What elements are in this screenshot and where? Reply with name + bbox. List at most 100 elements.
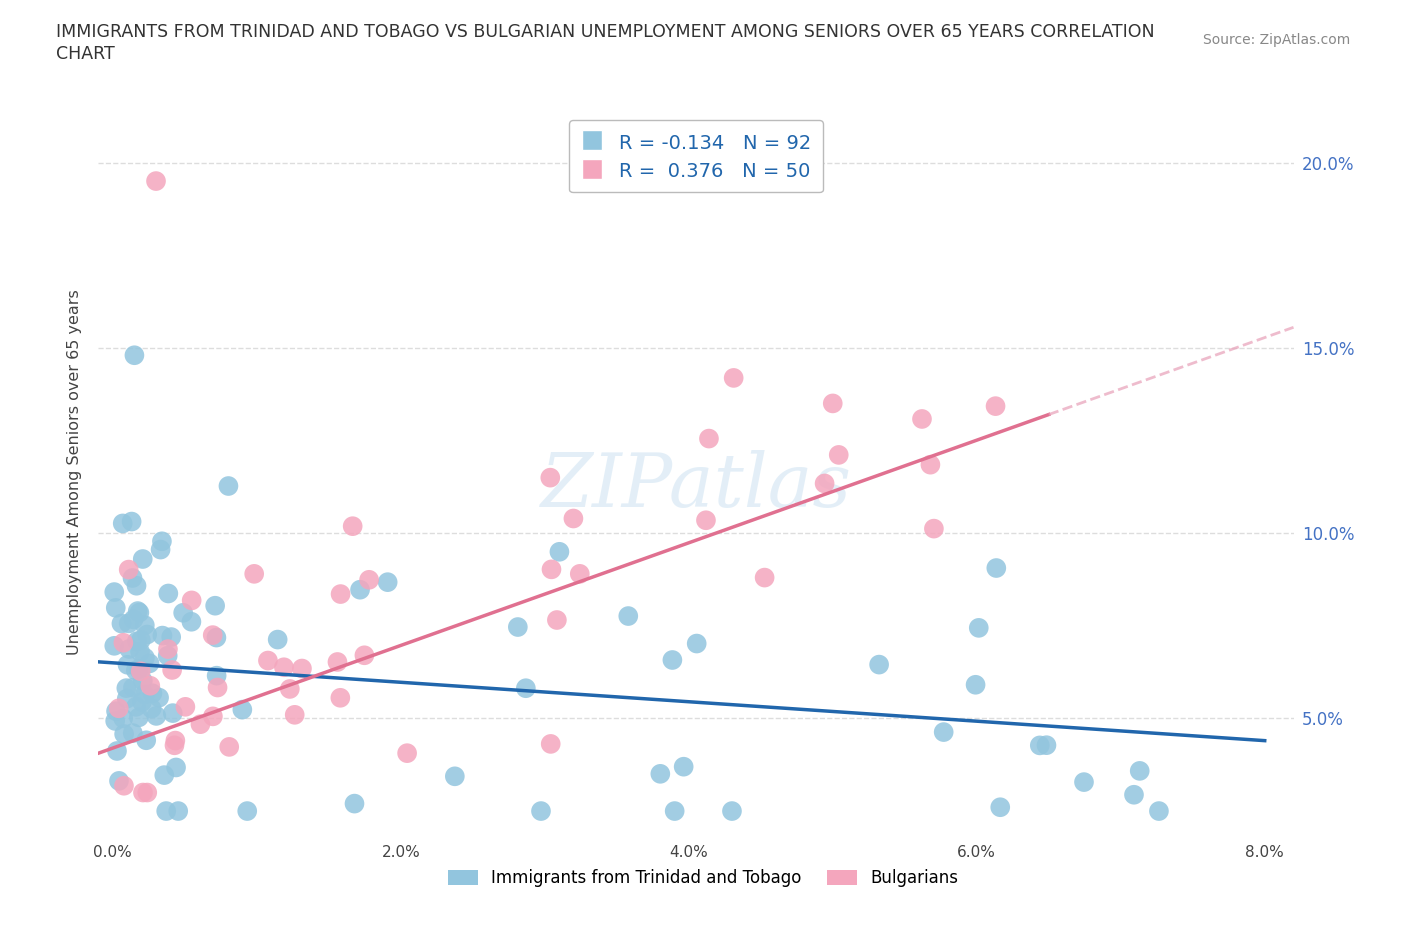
Point (128, 710, 150, 724)
Point (112, 726, 135, 741)
Point (546, 613, 568, 628)
Point (118, 616, 141, 631)
Point (1035, 737, 1057, 752)
Point (180, 593, 202, 608)
Point (342, 519, 364, 534)
Point (988, 800, 1011, 815)
Point (103, 585, 125, 600)
Point (112, 635, 135, 650)
Point (115, 691, 138, 706)
Point (828, 447, 851, 462)
Point (1123, 788, 1146, 803)
Point (118, 642, 141, 657)
Point (540, 562, 562, 577)
Point (650, 766, 672, 781)
Point (132, 551, 155, 566)
Y-axis label: Unemployment Among Seniors over 65 years: Unemployment Among Seniors over 65 years (67, 289, 83, 655)
Point (125, 578, 148, 593)
Point (149, 542, 172, 557)
Point (172, 605, 194, 620)
Point (204, 598, 226, 613)
Point (1147, 804, 1170, 818)
Point (121, 725, 143, 740)
Point (156, 648, 179, 663)
Point (932, 724, 955, 739)
Point (110, 616, 132, 631)
Point (506, 619, 529, 634)
Point (145, 174, 167, 189)
Point (117, 658, 139, 672)
Point (103, 638, 125, 653)
Point (377, 575, 399, 590)
Point (821, 396, 844, 411)
Point (115, 681, 138, 696)
Point (122, 612, 145, 627)
Point (104, 713, 127, 728)
Point (125, 663, 148, 678)
Point (132, 673, 155, 688)
Point (157, 586, 180, 601)
Point (121, 514, 143, 529)
Point (150, 534, 173, 549)
Point (135, 733, 157, 748)
Point (112, 711, 135, 725)
Point (134, 687, 156, 702)
Point (129, 664, 152, 679)
Point (180, 615, 202, 630)
Point (105, 704, 128, 719)
Point (108, 774, 131, 789)
Point (353, 648, 375, 663)
Point (1029, 737, 1052, 752)
Point (329, 690, 352, 705)
Point (139, 678, 162, 693)
Legend: Immigrants from Trinidad and Tobago, Bulgarians: Immigrants from Trinidad and Tobago, Bul… (441, 862, 965, 894)
Point (134, 618, 156, 632)
Point (174, 699, 197, 714)
Point (548, 544, 571, 559)
Point (217, 479, 239, 494)
Point (132, 785, 155, 800)
Point (359, 572, 381, 587)
Text: Source: ZipAtlas.com: Source: ZipAtlas.com (1202, 33, 1350, 46)
Text: ZIPatlas: ZIPatlas (540, 450, 852, 523)
Point (207, 680, 229, 695)
Point (121, 571, 143, 586)
Point (291, 661, 314, 676)
Point (141, 685, 163, 700)
Point (131, 695, 153, 710)
Point (661, 653, 683, 668)
Point (165, 760, 187, 775)
Point (136, 627, 159, 642)
Point (920, 458, 942, 472)
Point (284, 708, 307, 723)
Point (243, 566, 266, 581)
Point (129, 644, 152, 659)
Point (141, 701, 163, 716)
Point (257, 653, 280, 668)
Point (156, 642, 179, 657)
Point (104, 601, 127, 616)
Point (125, 634, 148, 649)
Point (201, 628, 224, 643)
Point (129, 632, 152, 647)
Point (160, 662, 183, 677)
Legend: R = -0.134   N = 92, R =  0.376   N = 50: R = -0.134 N = 92, R = 0.376 N = 50 (569, 120, 823, 193)
Point (218, 739, 240, 754)
Point (813, 476, 835, 491)
Point (153, 767, 176, 782)
Point (266, 632, 288, 647)
Point (145, 709, 167, 724)
Point (273, 659, 295, 674)
Point (162, 706, 184, 721)
Point (278, 682, 301, 697)
Point (165, 733, 187, 748)
Point (124, 348, 146, 363)
Point (205, 631, 228, 645)
Point (105, 744, 128, 759)
Point (326, 655, 349, 670)
Point (697, 432, 720, 446)
Point (562, 512, 585, 526)
Point (136, 785, 159, 800)
Point (721, 804, 744, 818)
Point (723, 370, 745, 385)
